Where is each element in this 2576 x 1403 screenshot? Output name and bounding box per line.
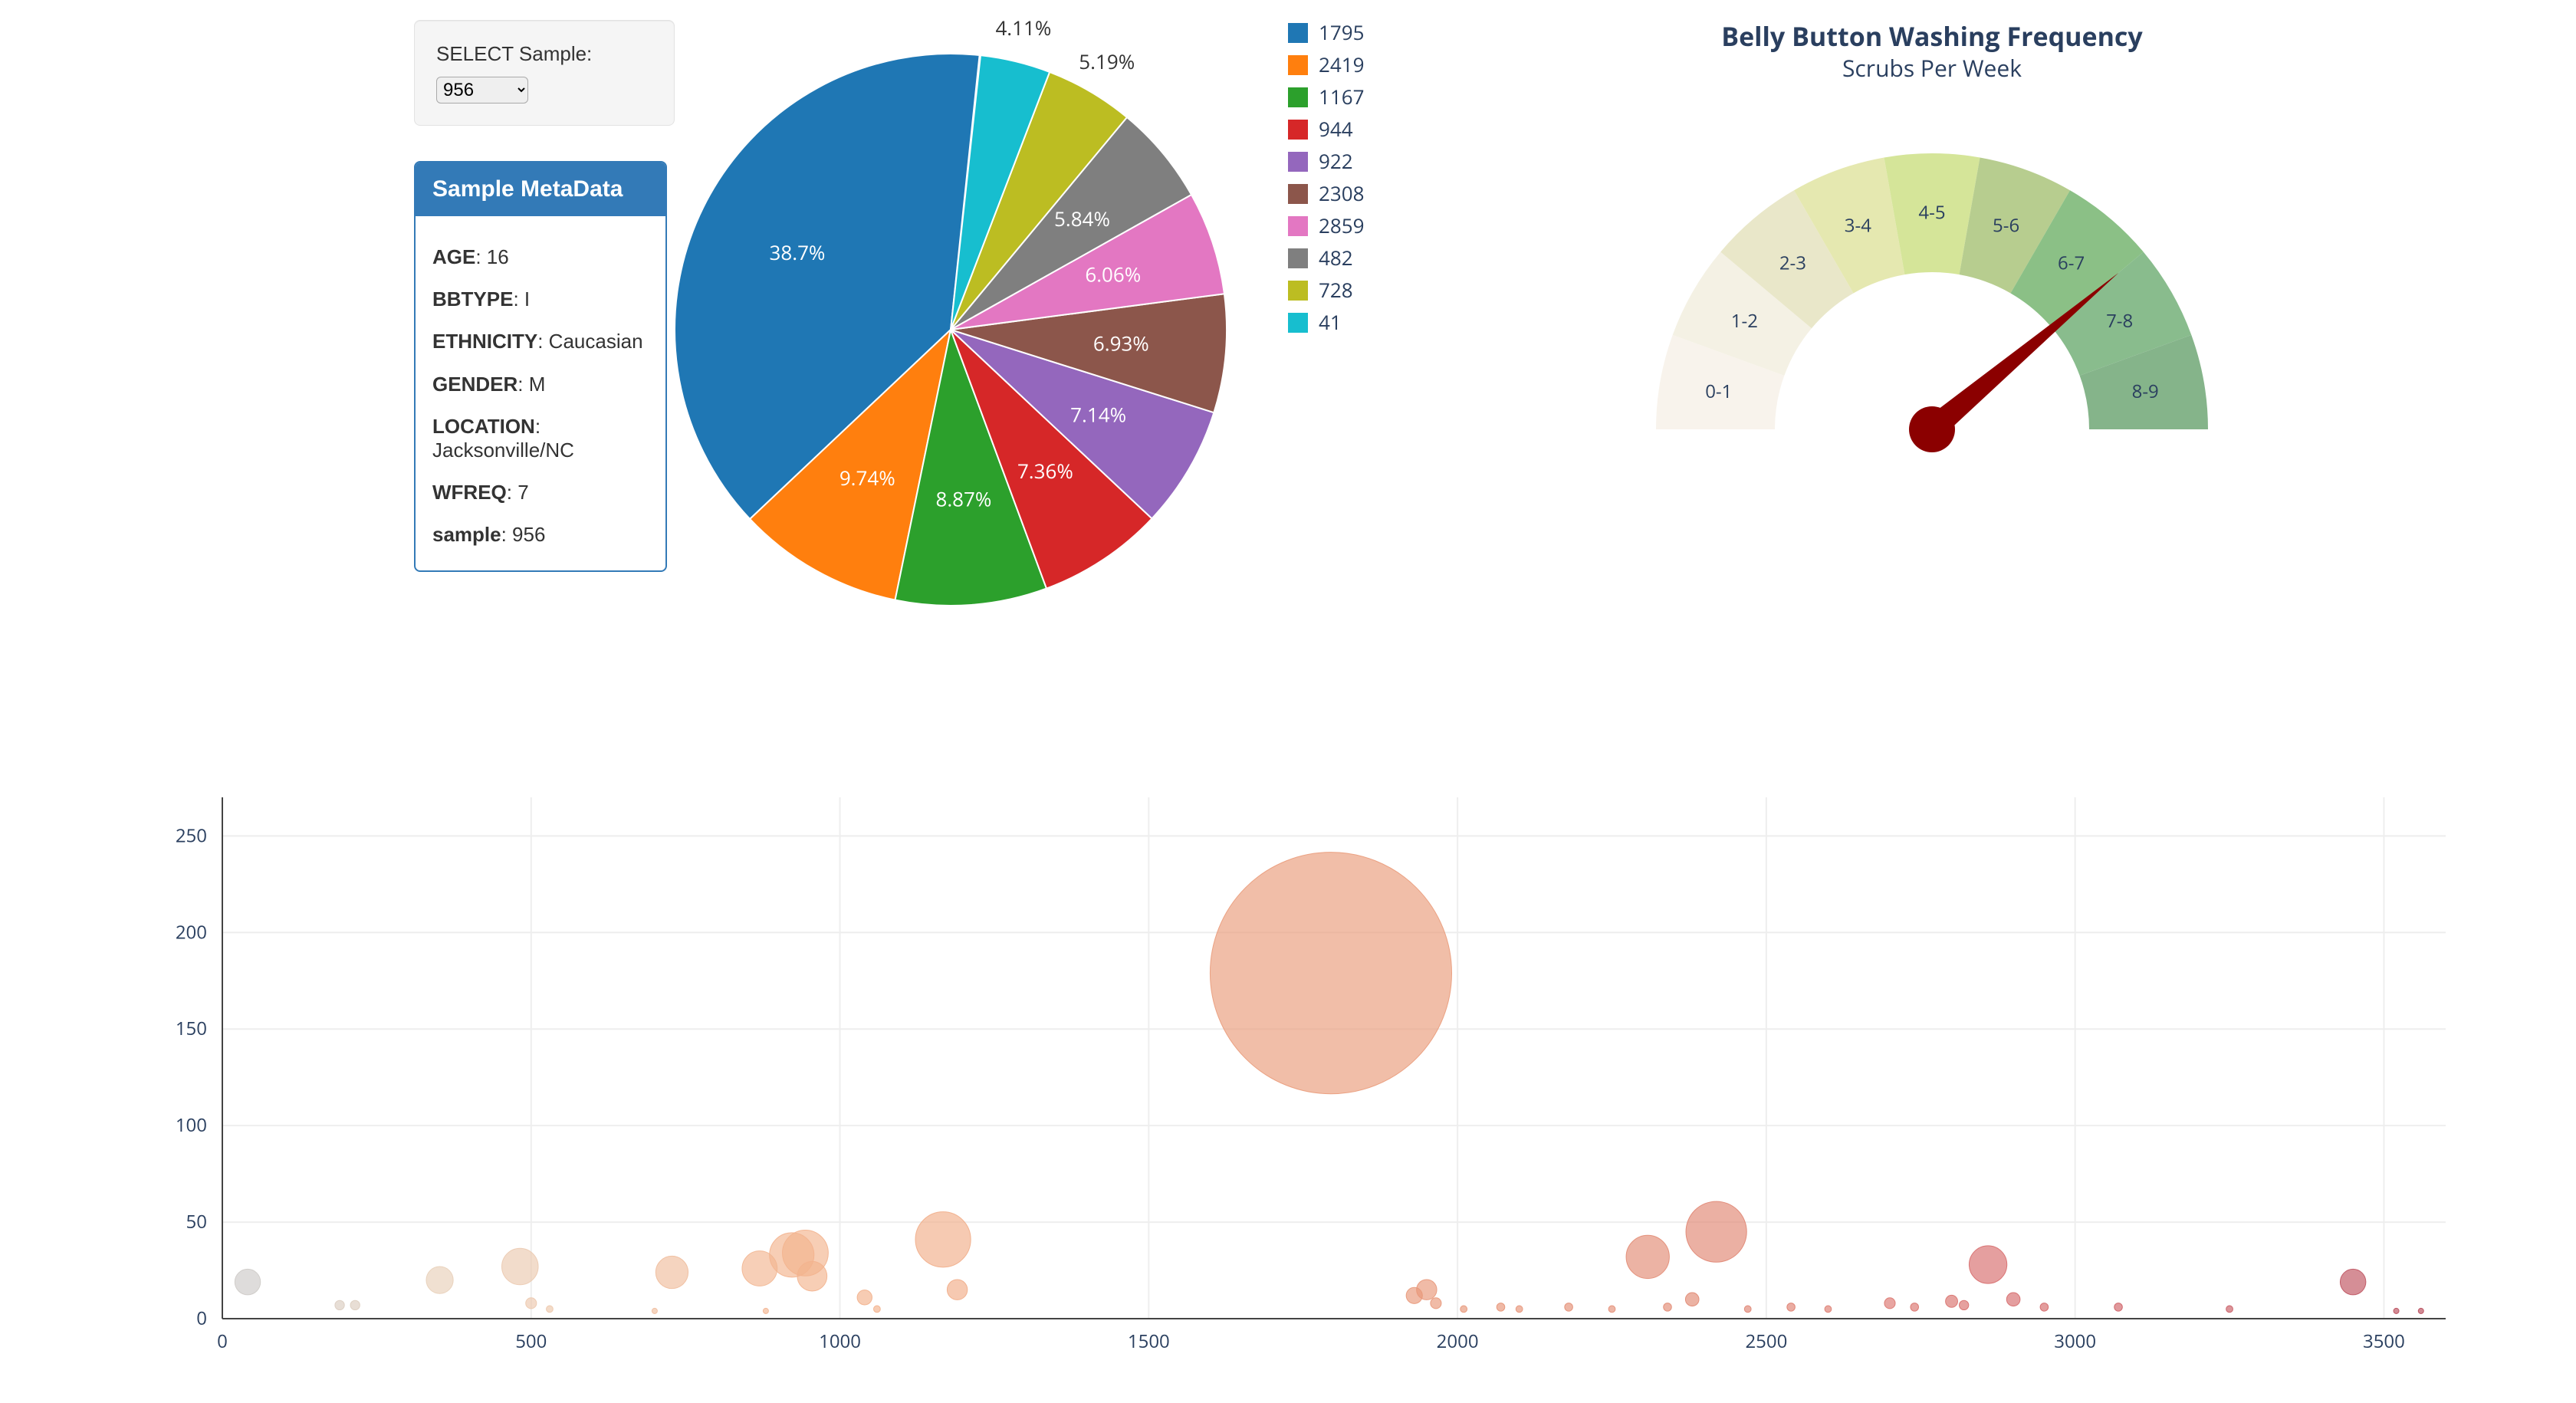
bubble-marker[interactable] [2114, 1303, 2123, 1312]
bubble-marker[interactable] [235, 1269, 260, 1294]
bubble-marker[interactable] [1497, 1303, 1505, 1312]
x-tick-label: 500 [515, 1329, 547, 1354]
bubble-marker[interactable] [2040, 1303, 2049, 1312]
bubble-marker[interactable] [335, 1300, 344, 1309]
bubble-marker[interactable] [1685, 1293, 1699, 1306]
bubble-marker[interactable] [2226, 1306, 2233, 1313]
y-tick-label: 200 [176, 919, 207, 945]
bubble-marker[interactable] [1946, 1295, 1958, 1307]
bubble-marker[interactable] [350, 1300, 360, 1309]
y-tick-label: 50 [186, 1209, 207, 1234]
bubble-marker[interactable] [873, 1306, 880, 1313]
bubble-marker[interactable] [1626, 1235, 1669, 1278]
y-tick-label: 100 [176, 1112, 207, 1138]
bubble-marker[interactable] [915, 1212, 971, 1267]
bubble-marker[interactable] [2006, 1293, 2020, 1306]
y-tick-label: 150 [176, 1016, 207, 1041]
bubble-marker[interactable] [1686, 1201, 1746, 1262]
bubble-marker[interactable] [1960, 1300, 1969, 1309]
x-tick-label: 1000 [819, 1329, 861, 1354]
y-tick-label: 0 [196, 1306, 207, 1331]
bubble-marker[interactable] [1787, 1303, 1796, 1312]
x-tick-label: 2000 [1437, 1329, 1479, 1354]
bubble-marker[interactable] [2340, 1269, 2365, 1294]
x-tick-label: 2500 [1745, 1329, 1787, 1354]
bubble-marker[interactable] [1210, 853, 1451, 1094]
bubble-marker[interactable] [2394, 1308, 2399, 1313]
bubble-marker[interactable] [797, 1261, 827, 1291]
bubble-marker[interactable] [1884, 1298, 1895, 1309]
bubble-marker[interactable] [1825, 1306, 1832, 1313]
bubble-marker[interactable] [1565, 1303, 1573, 1312]
bubble-marker[interactable] [1911, 1303, 1919, 1312]
bubble-marker[interactable] [1516, 1306, 1523, 1313]
bubble-marker[interactable] [857, 1290, 872, 1305]
y-tick-label: 250 [176, 823, 207, 848]
x-tick-label: 3500 [2363, 1329, 2405, 1354]
bubble-marker[interactable] [1431, 1298, 1441, 1309]
dashboard: { "selector": { "label": "SELECT Sample:… [0, 0, 2576, 1403]
bubble-marker[interactable] [947, 1280, 967, 1300]
bubble-marker[interactable] [1406, 1287, 1422, 1303]
bubble-marker[interactable] [763, 1308, 768, 1313]
x-tick-label: 1500 [1128, 1329, 1170, 1354]
bubble-marker[interactable] [1460, 1306, 1467, 1313]
x-tick-label: 0 [217, 1329, 228, 1354]
bubble-marker[interactable] [742, 1251, 777, 1286]
bubble-marker[interactable] [1969, 1246, 2006, 1283]
bubble-marker[interactable] [652, 1308, 657, 1313]
bubble-marker[interactable] [2418, 1308, 2423, 1313]
bubble-marker[interactable] [526, 1298, 537, 1309]
bubble-marker[interactable] [1664, 1303, 1672, 1312]
bubble-chart[interactable]: 0501001502002500500100015002000250030003… [0, 0, 2576, 1403]
bubble-marker[interactable] [502, 1248, 539, 1285]
x-tick-label: 3000 [2054, 1329, 2096, 1354]
bubble-marker[interactable] [426, 1267, 453, 1293]
bubble-marker[interactable] [1744, 1306, 1751, 1313]
bubble-marker[interactable] [656, 1256, 688, 1288]
bubble-marker[interactable] [547, 1306, 554, 1313]
bubble-marker[interactable] [1608, 1306, 1615, 1313]
